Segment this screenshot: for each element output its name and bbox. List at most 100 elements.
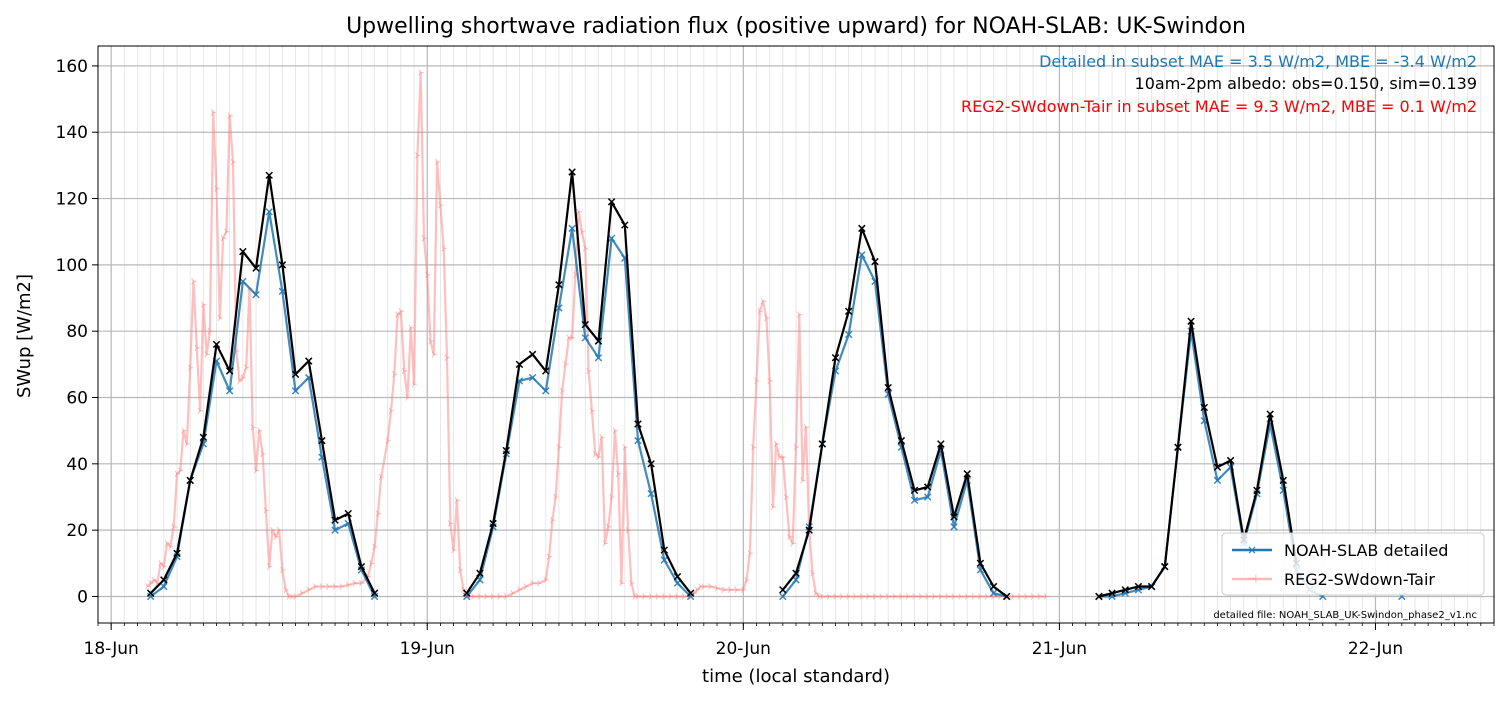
data-point [421, 235, 427, 242]
data-point [326, 583, 332, 590]
data-point [405, 394, 411, 401]
data-point [892, 593, 898, 600]
data-point [820, 593, 826, 600]
data-point [318, 436, 326, 445]
data-point [1253, 486, 1261, 495]
data-point [632, 593, 638, 600]
data-point [1095, 592, 1103, 601]
data-point [681, 593, 688, 600]
data-point [276, 526, 283, 534]
data-point [457, 566, 464, 574]
data-point [484, 593, 490, 600]
data-point [606, 523, 612, 531]
data-point [515, 360, 524, 369]
chart-title: Upwelling shortwave radiation flux (posi… [346, 14, 1246, 39]
data-point [1002, 592, 1011, 601]
data-point [173, 549, 181, 558]
data-point [477, 593, 483, 600]
data-point [589, 407, 595, 415]
data-point [621, 221, 629, 229]
data-point [332, 583, 339, 590]
data-point [662, 593, 668, 600]
data-point [278, 261, 287, 269]
data-point [846, 593, 852, 600]
data-point [187, 364, 194, 371]
data-point [816, 593, 823, 600]
data-point [932, 593, 938, 600]
data-point [1279, 476, 1288, 485]
stats-annotations: Detailed in subset MAE = 3.5 W/m2, MBE =… [961, 52, 1477, 116]
data-point [592, 450, 599, 458]
data-point [385, 437, 391, 444]
data-point [530, 579, 536, 587]
y-tick-label: 20 [66, 521, 88, 541]
data-point [698, 583, 704, 590]
data-point [1121, 586, 1129, 594]
legend-marker-reg2: ⊣ [1247, 572, 1257, 586]
data-point [647, 489, 655, 498]
data-point [858, 224, 866, 233]
data-point [497, 593, 503, 600]
data-point [1017, 593, 1023, 600]
data-point [375, 510, 381, 517]
data-point [146, 589, 155, 597]
data-point [905, 593, 911, 600]
data-point [708, 583, 714, 590]
data-point [594, 337, 603, 345]
data-point [1134, 582, 1143, 591]
data-point [352, 579, 358, 587]
legend-label-detailed: NOAH-SLAB detailed [1284, 541, 1448, 560]
data-point [568, 168, 576, 176]
data-point [660, 546, 669, 554]
data-point [950, 523, 958, 531]
data-point [622, 443, 628, 451]
data-point [431, 351, 437, 358]
data-point [619, 579, 625, 587]
x-tick-label: 18-Jun [84, 639, 139, 659]
data-point [197, 407, 204, 415]
y-axis: 0 20 40 60 80 100 120 140 160 [56, 57, 98, 607]
data-point [1174, 443, 1182, 451]
data-point [306, 586, 312, 594]
data-point [609, 493, 615, 501]
data-point [871, 257, 879, 266]
data-point [434, 158, 441, 166]
data-point [528, 350, 537, 359]
legend: × NOAH-SLAB detailed ⊣ REG2-SWdown-Tair [1221, 532, 1485, 596]
data-point [971, 593, 977, 600]
data-point [566, 334, 572, 342]
data-point [237, 377, 243, 385]
data-point [783, 493, 790, 501]
major-grid [98, 46, 1494, 623]
data-point [744, 576, 750, 584]
data-point [754, 377, 760, 385]
y-tick-label: 0 [77, 587, 88, 607]
data-point [607, 234, 616, 243]
data-point [937, 440, 945, 448]
data-point [757, 308, 763, 315]
data-point [451, 546, 457, 554]
data-point [826, 593, 832, 600]
y-axis-label: SWup [W/m2] [14, 274, 35, 398]
data-point [270, 526, 276, 534]
data-point [770, 503, 776, 511]
data-point [615, 470, 622, 478]
data-point [599, 434, 605, 441]
data-point [444, 354, 450, 361]
x-tick-label: 22-Jun [1348, 639, 1403, 659]
data-point [291, 370, 300, 379]
data-point [1213, 476, 1222, 485]
data-point [625, 526, 632, 534]
data-point [852, 593, 859, 600]
data-point [1226, 456, 1235, 465]
data-point [1043, 593, 1050, 600]
data-point [174, 470, 181, 478]
data-point [441, 244, 447, 252]
y-tick-label: 160 [56, 57, 88, 77]
data-point [866, 593, 872, 600]
data-point [839, 593, 846, 600]
data-point [372, 543, 378, 551]
data-point [489, 519, 497, 528]
data-point [1187, 317, 1195, 325]
data-point [286, 593, 292, 600]
